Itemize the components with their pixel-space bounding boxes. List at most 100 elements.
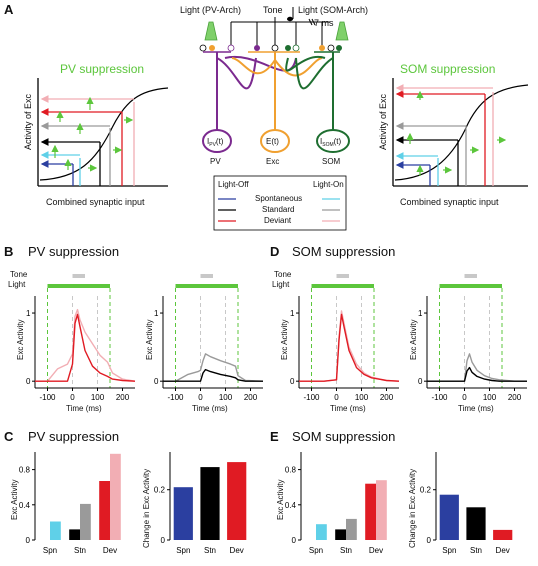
legend-light-on: Light-On <box>313 180 344 189</box>
y-tick-label: 0 <box>161 536 166 545</box>
panel-label-a: A <box>4 2 14 17</box>
b-right-xlabel: Time (ms) <box>192 404 228 413</box>
legend-light-off: Light-Off <box>218 180 249 189</box>
bar <box>173 487 193 540</box>
node-pv-label: IPV(t) <box>207 137 224 148</box>
bar-chart-c-right: 0 0.2 Spn Stn Dev <box>154 452 247 555</box>
light-bar <box>47 284 110 288</box>
bar-chart-e-left: 0 0.4 0.8 Spn Stn Dev <box>285 452 387 555</box>
y-tick-label: 0 <box>427 536 432 545</box>
circuit-diagram: Light (PV-Arch) Tone Light (SOM-Arch) 7 … <box>180 5 368 166</box>
b-left-xlabel: Time (ms) <box>66 404 102 413</box>
category-label: Spn <box>176 546 190 555</box>
x-tick-label: 0 <box>198 393 203 402</box>
som-ylabel-a: Activity of Exc <box>378 93 388 150</box>
light-pv-label: Light (PV-Arch) <box>180 5 241 15</box>
x-tick-label: 100 <box>483 393 497 402</box>
y-tick-label: 0 <box>292 536 297 545</box>
bar <box>200 467 220 540</box>
y-tick-label: 0.8 <box>19 466 31 475</box>
trace-plot-d-right: 0 1 -100 0 100 200 <box>418 274 527 402</box>
category-label: Dev <box>230 546 244 555</box>
c-right-ylabel: Change in Exc Activity <box>142 469 151 548</box>
light-bar <box>175 284 238 288</box>
x-tick-label: 100 <box>219 393 233 402</box>
category-label: Stn <box>340 546 352 555</box>
category-label: Dev <box>103 546 117 555</box>
bar <box>365 483 376 540</box>
y-tick-label: 0.2 <box>420 486 432 495</box>
legend-spontaneous: Spontaneous <box>255 194 302 203</box>
e-right-ylabel: Change in Exc Activity <box>408 469 417 548</box>
y-tick-label: 0.8 <box>285 466 297 475</box>
bar <box>99 481 110 540</box>
music-note-icon <box>287 7 294 22</box>
category-label: Stn <box>204 546 216 555</box>
bar <box>439 494 459 540</box>
category-label: Stn <box>470 546 482 555</box>
series-line <box>299 310 400 382</box>
category-label: Spn <box>309 546 323 555</box>
category-label: Spn <box>43 546 57 555</box>
bar <box>335 529 346 540</box>
bar <box>80 503 91 540</box>
bar <box>316 524 327 540</box>
y-tick-label: 0.4 <box>19 501 31 510</box>
som-xlabel-a: Combined synaptic input <box>400 197 499 207</box>
x-tick-label: -100 <box>167 393 184 402</box>
series-line <box>35 308 136 382</box>
light-label-b: Light <box>8 280 26 289</box>
legend: Light-Off Light-On Spontaneous Standard … <box>213 175 347 231</box>
y-tick-label: 1 <box>290 309 295 318</box>
bar <box>69 529 80 540</box>
panel-label-c: C <box>4 429 14 444</box>
bar <box>227 462 247 540</box>
panel-e-title: SOM suppression <box>292 429 395 444</box>
pv-suppression-title-a: PV suppression <box>60 62 144 76</box>
node-som-label: ISOM(t) <box>320 137 342 148</box>
bar-chart-e-right: 0 0.2 Spn Stn Dev <box>420 452 513 555</box>
som-light-icon <box>335 21 349 41</box>
series-line <box>299 313 400 382</box>
b-left-ylabel: Exc Activity <box>16 320 25 360</box>
y-tick-label: 0.2 <box>154 486 166 495</box>
pv-light-icon <box>204 21 218 41</box>
d-right-ylabel: Exc Activity <box>409 320 418 360</box>
trace-plot-d-left: 0 1 -100 0 100 200 <box>290 274 400 402</box>
panel-c-title: PV suppression <box>28 429 119 444</box>
pv-label: PV <box>210 157 221 166</box>
tone-label-b: Tone <box>10 270 28 279</box>
legend-standard: Standard <box>262 205 294 214</box>
x-tick-label: -100 <box>431 393 448 402</box>
series-line <box>163 353 264 382</box>
y-tick-label: 1 <box>154 309 159 318</box>
panel-label-d: D <box>270 244 279 259</box>
y-tick-label: 0 <box>154 377 159 386</box>
series-line <box>163 368 263 382</box>
x-tick-label: 0 <box>70 393 75 402</box>
b-right-ylabel: Exc Activity <box>145 320 154 360</box>
d-left-ylabel: Exc Activity <box>280 320 289 360</box>
series-line <box>35 313 136 382</box>
tone-bar <box>464 274 477 278</box>
tone-label-d: Tone <box>274 270 292 279</box>
tone-bar <box>200 274 213 278</box>
bar-chart-c-left: 0 0.4 0.8 Spn Stn Dev <box>19 452 121 555</box>
x-tick-label: 200 <box>508 393 522 402</box>
bar <box>466 507 486 540</box>
bar <box>50 521 61 540</box>
d-right-xlabel: Time (ms) <box>458 404 494 413</box>
light-som-label: Light (SOM-Arch) <box>298 5 368 15</box>
legend-deviant: Deviant <box>264 216 292 225</box>
light-label-d: Light <box>272 280 290 289</box>
trace-plot-b-left: 0 1 -100 0 100 200 <box>26 274 136 402</box>
category-label: Dev <box>496 546 510 555</box>
bar <box>346 518 357 540</box>
bar <box>493 529 513 540</box>
pv-transfer-plot <box>37 78 169 187</box>
series-line <box>427 366 527 382</box>
exc-label: Exc <box>266 157 279 166</box>
tone-bar <box>72 274 85 278</box>
x-tick-label: 100 <box>91 393 105 402</box>
